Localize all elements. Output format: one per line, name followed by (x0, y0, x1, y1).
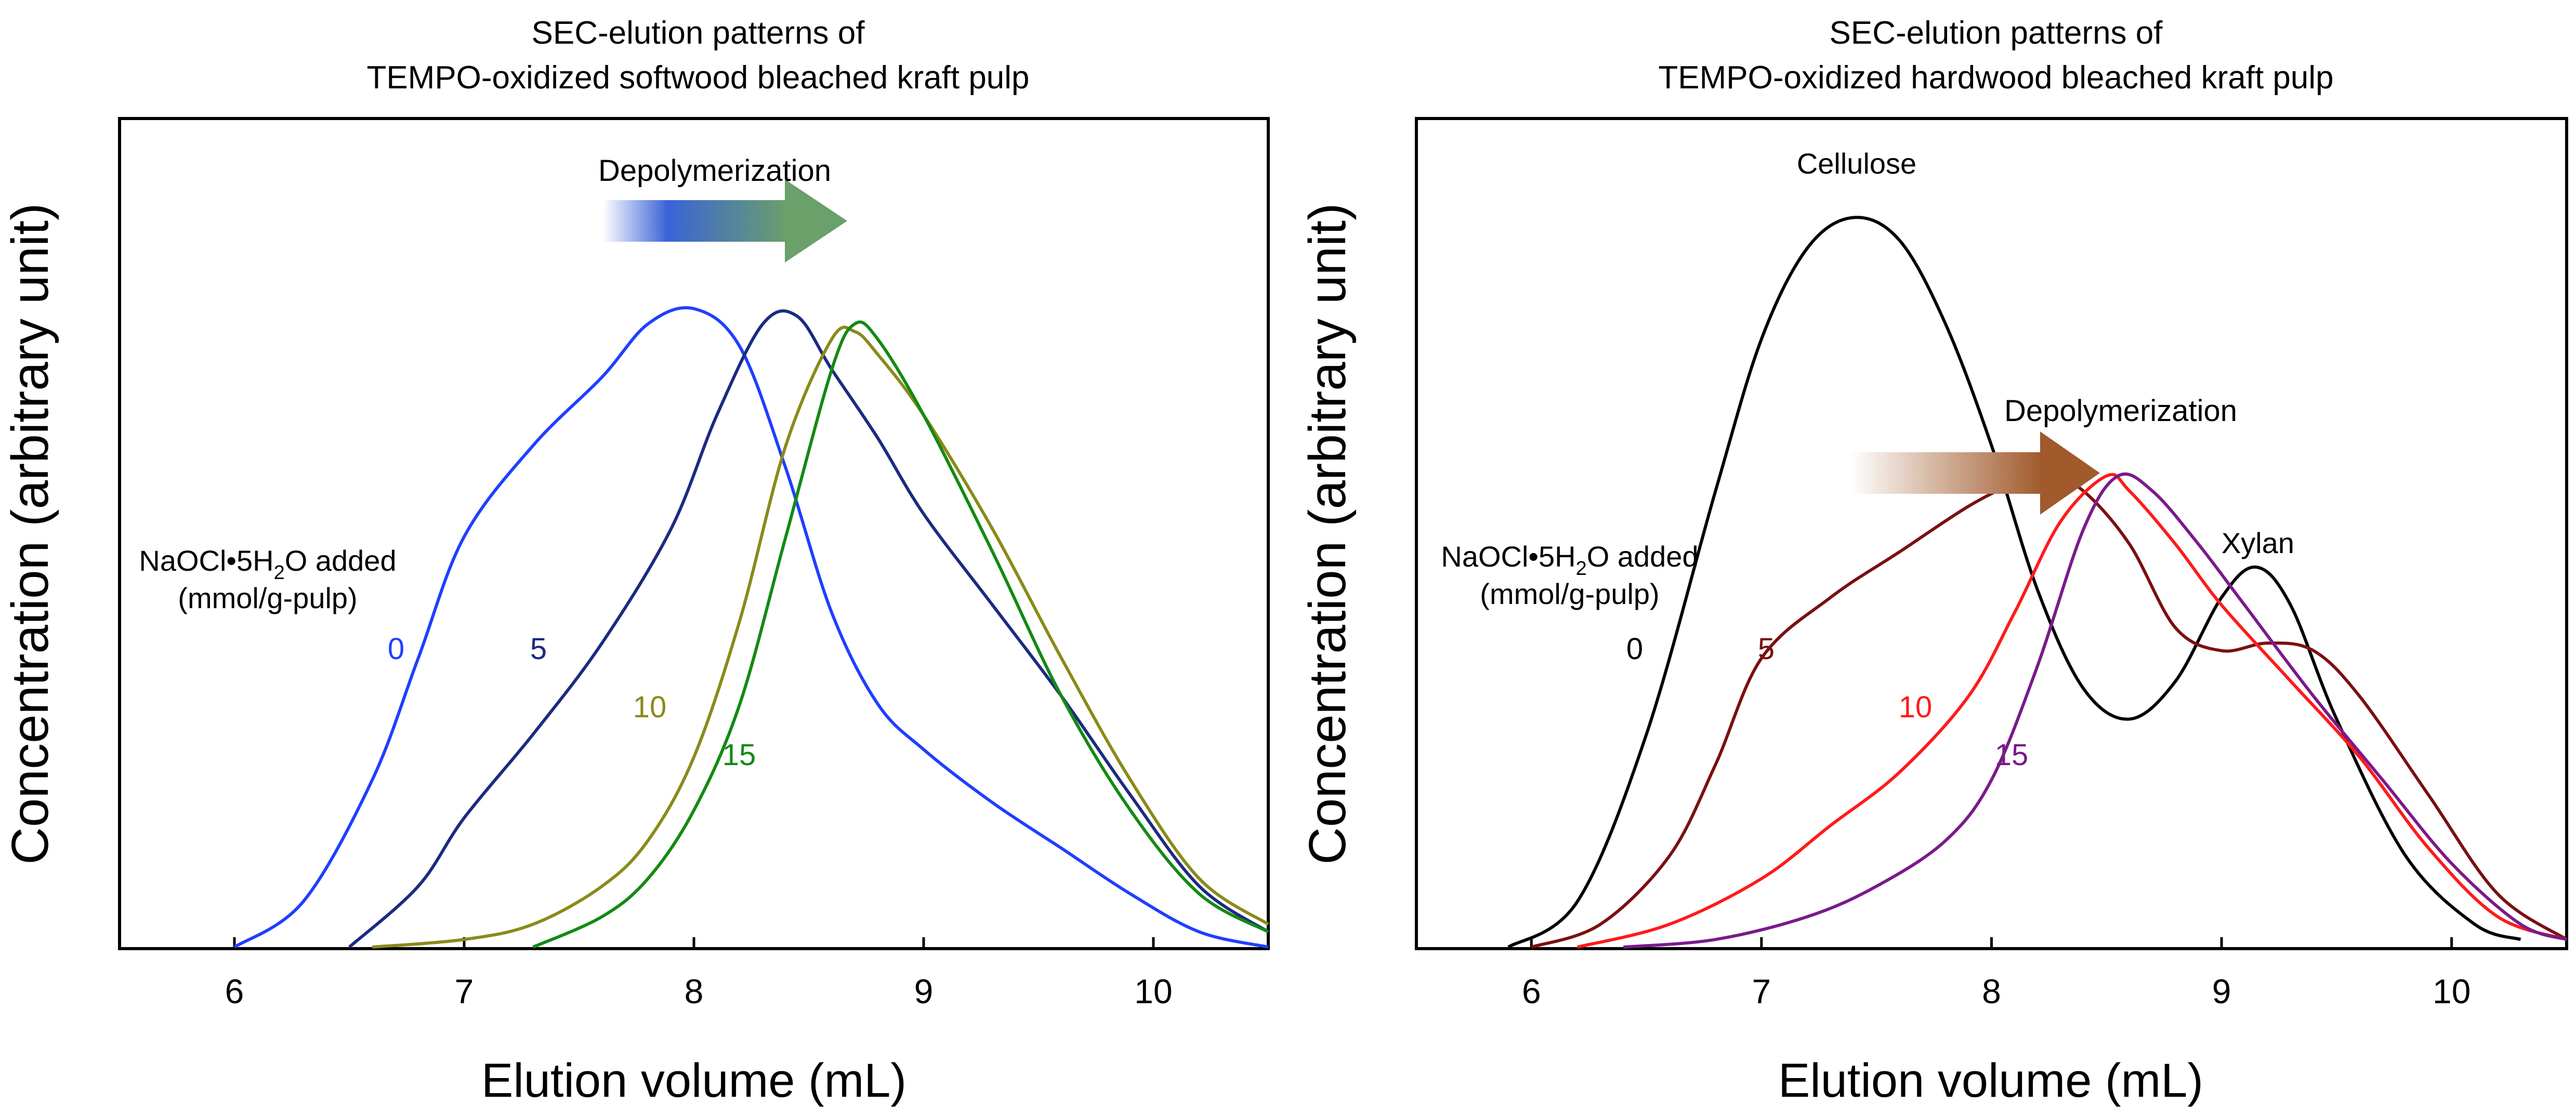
right-series-line-10 (1577, 472, 2567, 949)
left-depolymerization-arrow-head (785, 179, 847, 262)
left-x-axis-label: Elution volume (mL) (481, 1054, 906, 1107)
left-series-label-15: 15 (722, 738, 756, 772)
left-y-axis-label: Concentration (arbitrary unit) (1, 203, 59, 865)
left-series-line-0 (233, 306, 1269, 949)
right-peak-label-xylan: Xylan (2222, 527, 2294, 559)
left-series-label-10: 10 (633, 690, 667, 724)
right-legend-title: NaOCl•5H2O added (1441, 540, 1698, 580)
right-series (1507, 216, 2568, 949)
left-legend-unit: (mmol/g-pulp) (178, 582, 357, 614)
left-chart: SEC-elution patterns of TEMPO-oxidized s… (1, 15, 1270, 1107)
left-depolymerization-label: Depolymerization (598, 154, 831, 188)
right-x-tick-label-10: 10 (2433, 972, 2470, 1010)
right-series-line-15 (1623, 472, 2567, 949)
right-x-ticks: 6 7 8 9 10 (1522, 937, 2470, 1010)
right-depolymerization-label: Depolymerization (2004, 394, 2237, 428)
left-series-line-5 (348, 309, 1269, 949)
left-x-ticks: 6 7 8 9 10 (225, 937, 1173, 1010)
right-series-label-15: 15 (1995, 738, 2029, 772)
left-legend-title: NaOCl•5H2O added (139, 544, 396, 584)
right-chart-title-line-1: SEC-elution patterns of (1829, 15, 2163, 51)
left-series-line-10 (372, 325, 1269, 949)
right-chart: SEC-elution patterns of TEMPO-oxidized h… (1298, 15, 2568, 1107)
right-x-tick-label-7: 7 (1752, 972, 1771, 1010)
right-plot-area (1415, 117, 2568, 950)
left-chart-title-line-2: TEMPO-oxidized softwood bleached kraft p… (366, 60, 1029, 96)
right-chart-title-line-2: TEMPO-oxidized hardwood bleached kraft p… (1658, 60, 2333, 96)
right-depolymerization-arrow-shaft (1850, 452, 2043, 494)
right-series-label-10: 10 (1899, 690, 1933, 724)
right-y-axis-label: Concentration (arbitrary unit) (1298, 203, 1357, 865)
left-x-tick-label-7: 7 (455, 972, 474, 1010)
left-x-tick-label-8: 8 (685, 972, 704, 1010)
right-x-tick-label-6: 6 (1522, 972, 1541, 1010)
left-depolymerization-arrow-shaft (603, 200, 787, 242)
right-series-label-5: 5 (1758, 632, 1775, 666)
right-series-label-0: 0 (1626, 632, 1643, 666)
left-x-tick-label-10: 10 (1134, 972, 1172, 1010)
right-x-axis-label: Elution volume (mL) (1778, 1054, 2203, 1107)
left-series-line-15 (532, 320, 1269, 949)
left-series-label-0: 0 (388, 632, 404, 666)
left-x-tick-label-9: 9 (914, 972, 934, 1010)
left-series (233, 306, 1269, 949)
left-x-tick-label-6: 6 (225, 972, 244, 1010)
right-legend-unit: (mmol/g-pulp) (1480, 577, 1659, 610)
left-series-label-5: 5 (530, 632, 547, 666)
right-peak-label-cellulose: Cellulose (1797, 147, 1916, 180)
right-x-tick-label-9: 9 (2212, 972, 2231, 1010)
right-series-line-0 (1507, 216, 2521, 949)
right-x-tick-label-8: 8 (1982, 972, 2001, 1010)
left-chart-title-line-1: SEC-elution patterns of (531, 15, 865, 51)
left-plot-area (118, 117, 1270, 950)
right-depolymerization-arrow-head (2040, 431, 2100, 515)
